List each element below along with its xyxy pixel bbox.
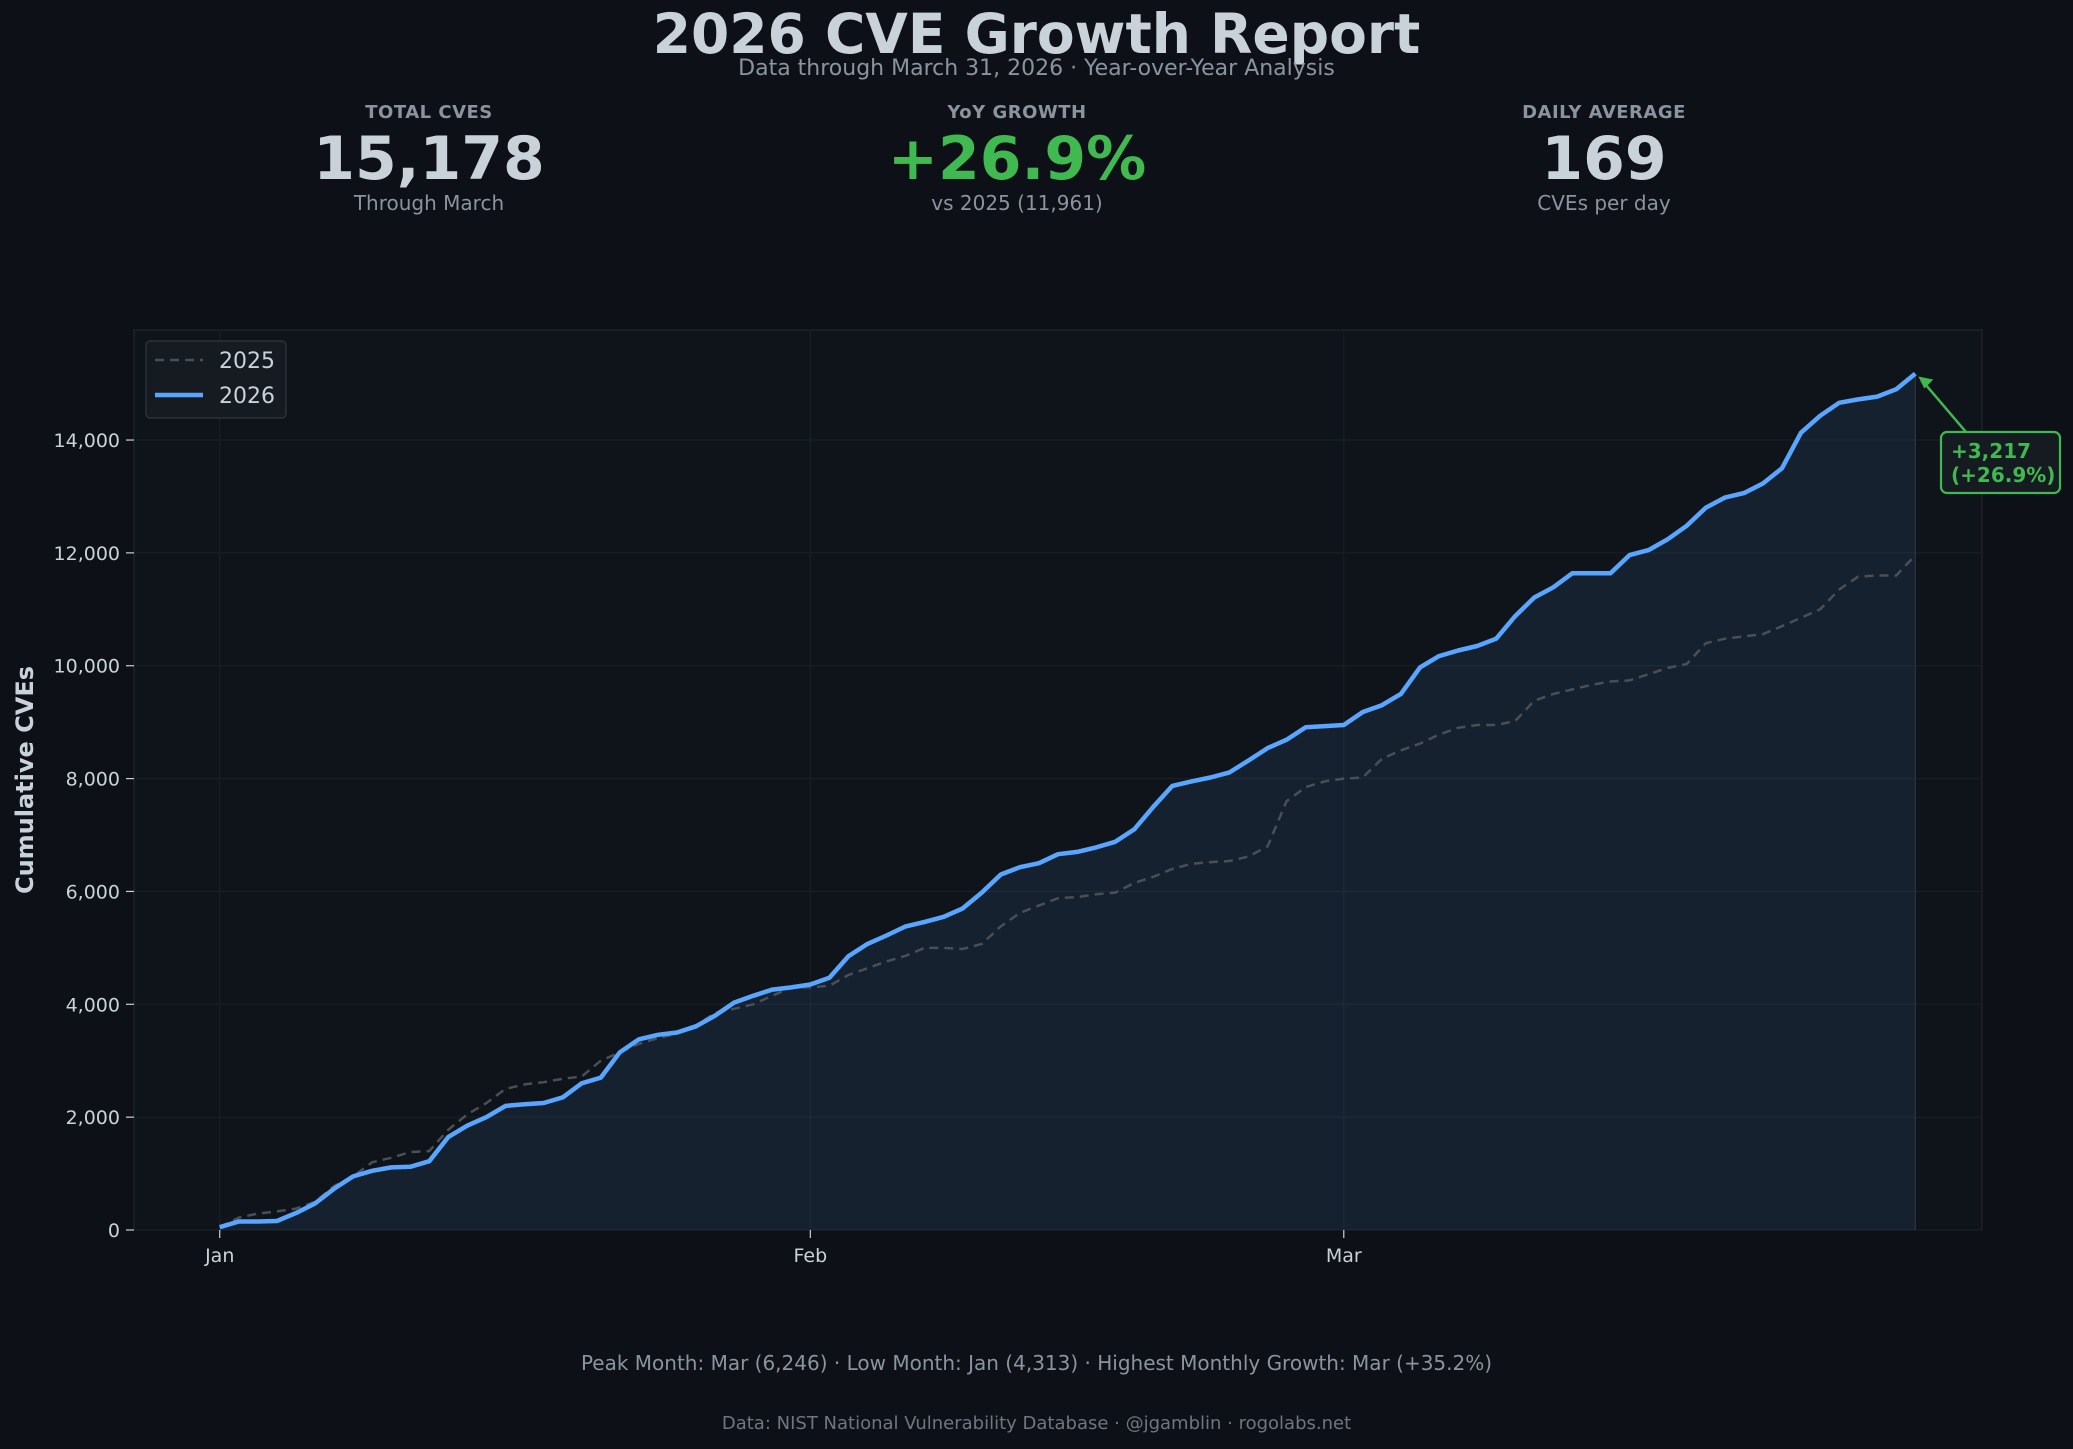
annotation-box [1939,430,2062,495]
series-line-2026 [219,371,1917,1230]
y-tick-label: 12,000 [54,543,120,565]
footer-credit: Data: NIST National Vulnerability Databa… [721,1413,1352,1434]
stat-label: TOTAL CVES [365,102,493,123]
stat-value: 169 [1541,124,1667,194]
legend-label-2025: 2025 [219,349,275,374]
stat-daily-average: DAILY AVERAGE 169 CVEs per day [1374,102,1834,215]
x-tick-label: Jan [204,1245,234,1267]
legend: 2025 2026 [145,340,287,419]
y-tick-label: 14,000 [54,430,120,452]
y-tick-label: 4,000 [66,994,120,1016]
y-tick-label: 8,000 [66,769,120,791]
legend-label-2026: 2026 [219,384,275,409]
y-tick-label: 2,000 [66,1107,120,1129]
stat-sub: Through March [353,191,505,215]
y-tick-label: 10,000 [54,656,120,678]
y-tick-label: 0 [108,1220,120,1242]
footer-stats: Peak Month: Mar (6,246) · Low Month: Jan… [580,1351,1493,1375]
annotation-percent: (+26.9%) [1951,463,2055,487]
page-title: 2026 CVE Growth Report [652,2,1421,66]
stat-sub: vs 2025 (11,961) [931,191,1103,215]
x-tick-label: Mar [1326,1245,1362,1267]
legend-box [145,340,287,419]
stat-total-cves: TOTAL CVES 15,178 Through March [199,102,659,215]
stat-value: 15,178 [313,124,545,194]
x-tick-label: Feb [794,1245,828,1267]
stat-label: YoY GROWTH [947,102,1087,123]
page-subtitle: Data through March 31, 2026 · Year-over-… [738,56,1335,81]
stat-value: +26.9% [887,124,1147,194]
plot-area [133,329,1983,1231]
annotation-delta: +3,217 [1951,439,2031,463]
annotation-arrow [1920,378,1967,433]
y-axis-label: Cumulative CVEs [11,666,39,894]
stat-label: DAILY AVERAGE [1522,102,1686,123]
area-fill-2026 [219,373,1916,1231]
stat-sub: CVEs per day [1537,191,1671,215]
annotation-arrowhead [1918,376,1934,389]
series-line-2025 [219,554,1917,1229]
stat-yoy-growth: YoY GROWTH +26.9% vs 2025 (11,961) [787,102,1247,215]
y-tick-label: 6,000 [66,881,120,903]
growth-annotation: +3,217(+26.9%) [1918,376,2062,495]
